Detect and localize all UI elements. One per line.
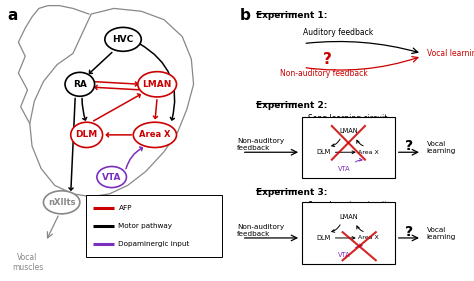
Text: ?: ? (405, 139, 413, 153)
Text: b: b (239, 8, 250, 23)
Text: VTA: VTA (102, 173, 121, 182)
Text: Vocal learning: Vocal learning (427, 49, 474, 58)
FancyBboxPatch shape (302, 117, 394, 178)
Text: a: a (7, 8, 18, 23)
Text: Auditory feedback: Auditory feedback (303, 28, 374, 37)
Text: LMAN: LMAN (143, 80, 172, 89)
Text: LMAN: LMAN (339, 214, 358, 220)
Text: Motor pathway: Motor pathway (118, 223, 173, 229)
Text: Non-auditory
feedback: Non-auditory feedback (237, 138, 284, 151)
Text: Vocal
muscles: Vocal muscles (12, 253, 43, 272)
Ellipse shape (97, 166, 127, 188)
Text: AFP: AFP (118, 205, 132, 211)
Text: Area X: Area X (358, 150, 379, 155)
Text: HVC: HVC (112, 35, 134, 44)
Ellipse shape (44, 191, 80, 214)
Text: Area X: Area X (139, 130, 171, 139)
Text: Non-auditory feedback: Non-auditory feedback (280, 69, 367, 78)
Text: DLM: DLM (316, 235, 330, 241)
Text: Experiment 2:: Experiment 2: (256, 101, 328, 110)
Text: ?: ? (405, 225, 413, 239)
Text: DLM: DLM (75, 130, 98, 139)
Text: LMAN: LMAN (339, 128, 358, 134)
Ellipse shape (105, 28, 141, 51)
FancyBboxPatch shape (85, 195, 222, 257)
Ellipse shape (65, 72, 95, 96)
Text: Dopaminergic input: Dopaminergic input (118, 241, 190, 248)
Text: RA: RA (73, 80, 87, 89)
Ellipse shape (133, 122, 176, 148)
Text: Song learning circuit: Song learning circuit (308, 201, 387, 210)
Text: Song learning circuit: Song learning circuit (308, 114, 387, 123)
Text: VTA: VTA (337, 166, 350, 172)
Text: DLM: DLM (316, 149, 330, 155)
Text: VTA: VTA (337, 252, 350, 258)
Text: nXIIts: nXIIts (48, 198, 75, 207)
Text: ?: ? (323, 51, 331, 67)
Text: Experiment 1:: Experiment 1: (256, 11, 328, 20)
Text: Experiment 3:: Experiment 3: (256, 188, 328, 197)
Text: Area X: Area X (358, 235, 379, 241)
Text: Vocal
learning: Vocal learning (427, 141, 456, 154)
Text: Non-auditory
feedback: Non-auditory feedback (237, 224, 284, 237)
Ellipse shape (138, 72, 176, 97)
Text: Vocal
learning: Vocal learning (427, 227, 456, 240)
FancyBboxPatch shape (302, 202, 394, 264)
Ellipse shape (71, 122, 102, 148)
